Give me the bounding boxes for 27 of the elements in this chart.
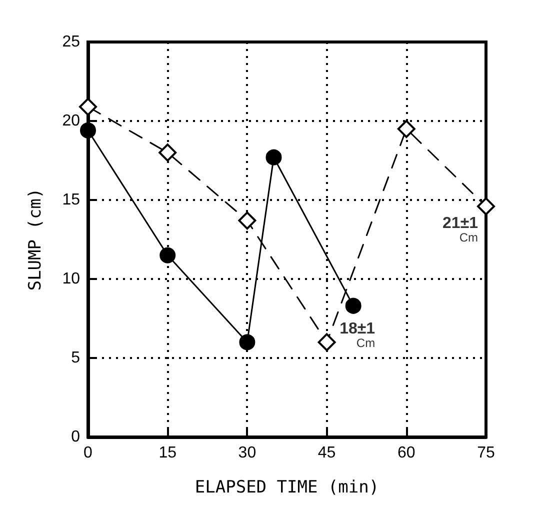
x-tick-label: 75 [477, 444, 495, 462]
x-tick-label: 15 [158, 444, 177, 462]
x-axis-title: ELAPSED TIME (min) [194, 478, 380, 498]
point [477, 197, 495, 216]
y-tick-label: 10 [62, 270, 80, 288]
annotation: 21±1 Cm [442, 214, 478, 244]
annotation: 18±1 Cm [340, 320, 376, 350]
y-tick-label: 0 [71, 428, 80, 446]
point [79, 98, 97, 116]
x-tick-label: 30 [238, 444, 256, 462]
point [345, 298, 362, 314]
x-tick-label: 45 [318, 444, 336, 462]
y-axis-title: SLUMP (cm) [26, 188, 46, 291]
point [266, 149, 282, 166]
x-tick-label: 0 [84, 444, 93, 462]
point [80, 122, 96, 138]
point [397, 120, 416, 138]
y-tick-label: 15 [62, 192, 80, 208]
y-tick-label: 25 [62, 34, 80, 50]
point [318, 333, 336, 352]
y-tick-label: 5 [71, 350, 80, 366]
y-tick-label: 20 [62, 112, 80, 130]
x-tick-label: 60 [398, 444, 416, 462]
point [160, 247, 176, 264]
point [158, 144, 177, 162]
point [239, 334, 256, 350]
point [238, 212, 256, 230]
